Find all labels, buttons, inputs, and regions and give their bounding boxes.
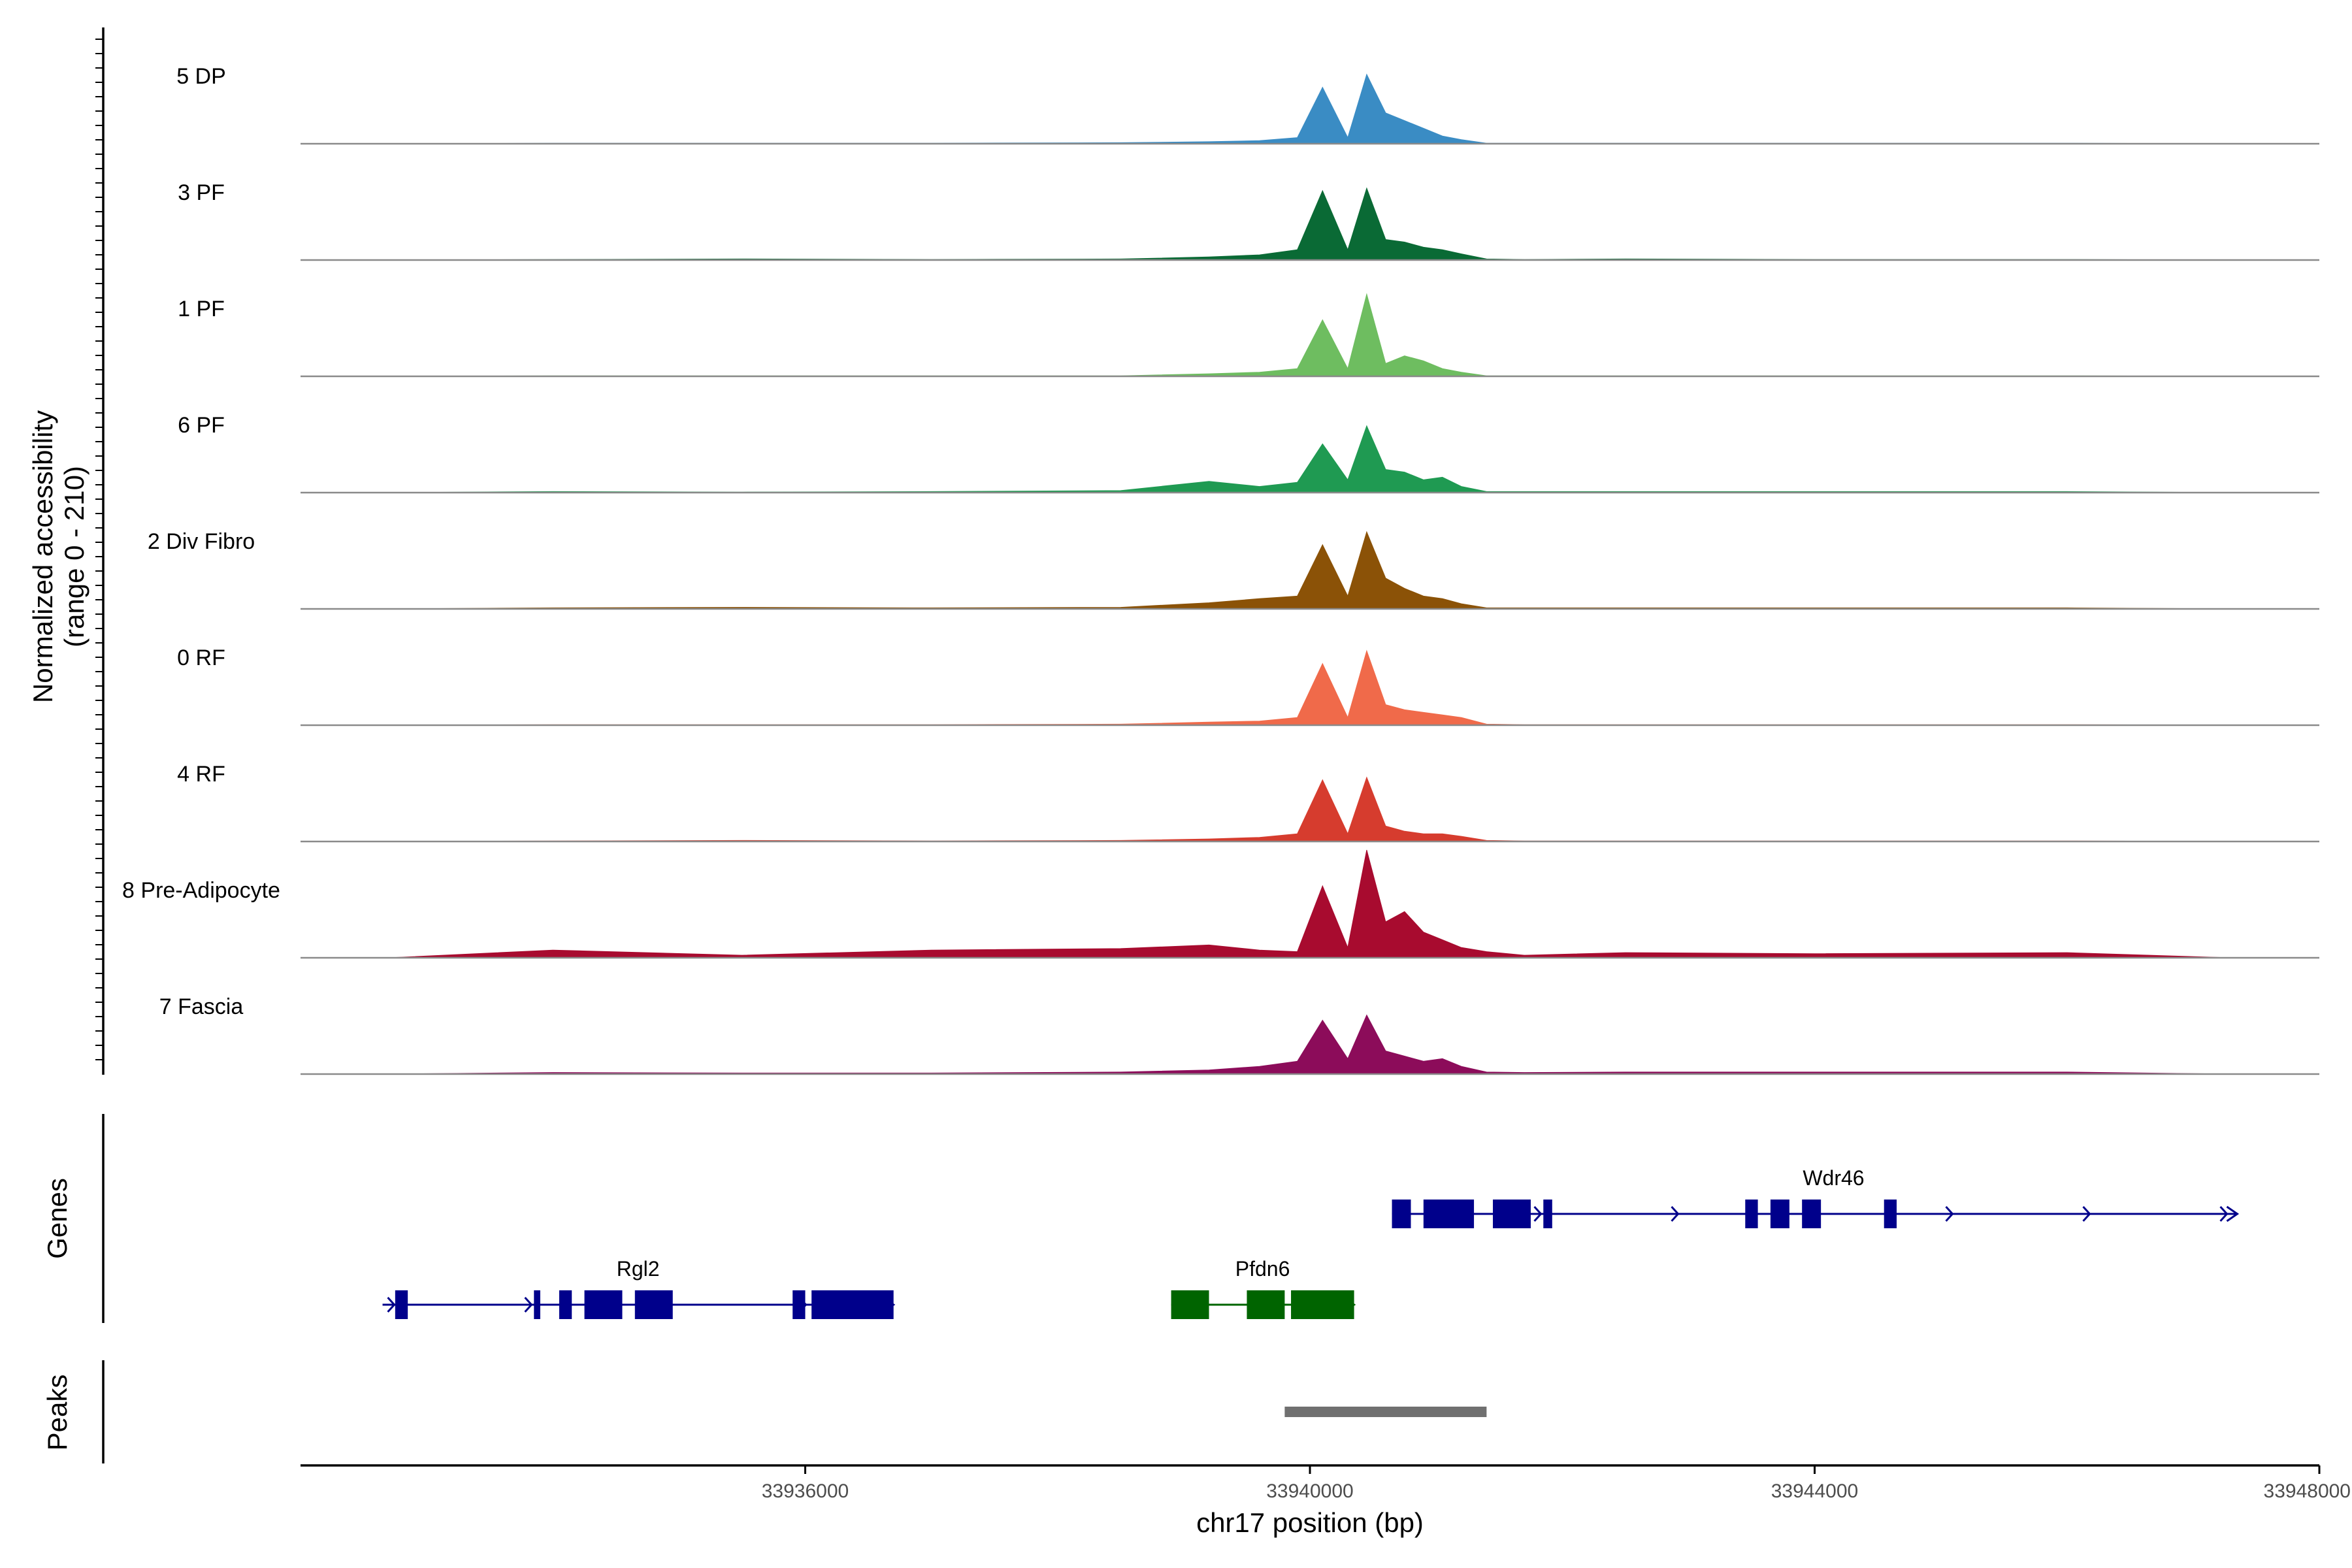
strand-arrow bbox=[1671, 1205, 1680, 1222]
exon bbox=[811, 1290, 894, 1319]
strand-arrow bbox=[2219, 1205, 2229, 1222]
exon bbox=[1770, 1200, 1789, 1228]
track-3-pf: 3 PF bbox=[178, 180, 2319, 261]
exon bbox=[584, 1290, 623, 1319]
peaks-panel-label: Peaks bbox=[42, 1375, 73, 1451]
exon bbox=[1802, 1200, 1821, 1228]
gene-rgl2: Rgl2 bbox=[382, 1257, 896, 1319]
exon bbox=[1884, 1200, 1897, 1228]
x-axis-title: chr17 position (bp) bbox=[1196, 1507, 1424, 1538]
track-label: 2 Div Fibro bbox=[148, 529, 255, 554]
gene-pfdn6: Pfdn6 bbox=[1171, 1257, 1356, 1319]
exon bbox=[792, 1290, 806, 1319]
strand-arrow bbox=[2082, 1205, 2091, 1222]
x-axis-ticks: 33936000 33940000 33944000 33948000 bbox=[762, 1465, 2351, 1502]
track-label: 7 Fascia bbox=[159, 994, 244, 1019]
gene-annotations: Wdr46 Rgl2 Pfdn6 bbox=[382, 1166, 2240, 1319]
exon bbox=[1247, 1290, 1285, 1319]
genes-panel-label: Genes bbox=[42, 1178, 73, 1259]
track-5-dp: 5 DP bbox=[176, 64, 2319, 145]
exon bbox=[1493, 1200, 1531, 1228]
strand-arrow bbox=[1533, 1205, 1543, 1222]
gene-name: Wdr46 bbox=[1803, 1166, 1864, 1190]
track-label: 3 PF bbox=[178, 180, 225, 205]
track-4-rf: 4 RF bbox=[177, 762, 2319, 843]
track-label: 5 DP bbox=[176, 64, 226, 89]
track-7-fascia: 7 Fascia bbox=[159, 994, 2319, 1075]
coverage-area bbox=[389, 849, 2231, 958]
coverage-area bbox=[389, 425, 2231, 493]
exon bbox=[1392, 1200, 1411, 1228]
exon bbox=[1171, 1290, 1209, 1319]
strand-arrow bbox=[1945, 1205, 1954, 1222]
gene-name: Rgl2 bbox=[617, 1257, 660, 1281]
track-2-div-fibro: 2 Div Fibro bbox=[148, 529, 2319, 610]
track-label: 6 PF bbox=[178, 413, 225, 438]
strand-arrow bbox=[2226, 1205, 2240, 1222]
track-0-rf: 0 RF bbox=[177, 645, 2319, 727]
exon bbox=[1745, 1200, 1758, 1228]
exon bbox=[1291, 1290, 1354, 1319]
x-tick-label: 33936000 bbox=[762, 1480, 849, 1502]
track-label: 4 RF bbox=[177, 762, 225, 787]
track-1-pf: 1 PF bbox=[178, 293, 2319, 378]
track-label: 1 PF bbox=[178, 297, 225, 321]
coverage-area bbox=[389, 1014, 2231, 1075]
exon bbox=[395, 1290, 408, 1319]
exon bbox=[1423, 1200, 1475, 1228]
track-8-pre-adipocyte: 8 Pre-Adipocyte bbox=[122, 849, 2319, 959]
track-label: 0 RF bbox=[177, 645, 225, 670]
gene-wdr46: Wdr46 bbox=[1392, 1166, 2240, 1228]
exon bbox=[534, 1290, 540, 1319]
track-6-pf: 6 PF bbox=[178, 413, 2319, 494]
x-tick-label: 33948000 bbox=[2264, 1480, 2351, 1502]
peak-bar bbox=[1284, 1407, 1487, 1417]
coverage-area bbox=[389, 531, 2231, 610]
gene-name: Pfdn6 bbox=[1235, 1257, 1290, 1281]
exon bbox=[559, 1290, 572, 1319]
y-axis-range-label: (range 0 - 210) bbox=[59, 466, 90, 647]
x-tick-label: 33944000 bbox=[1771, 1480, 1858, 1502]
coverage-y-axis-ticks bbox=[95, 39, 103, 1060]
strand-arrow bbox=[524, 1296, 533, 1313]
exon bbox=[634, 1290, 673, 1319]
coverage-tracks: 5 DP 3 PF 1 PF 6 PF 2 Div Fibro 0 RF 4 RF 8 Pre… bbox=[122, 64, 2319, 1075]
peak-regions bbox=[1284, 1407, 1487, 1417]
track-label: 8 Pre-Adipocyte bbox=[122, 878, 280, 903]
y-axis-title: Normalized accessibility bbox=[27, 410, 58, 703]
exon bbox=[1543, 1200, 1552, 1228]
strand-arrow bbox=[387, 1296, 396, 1313]
x-tick-label: 33940000 bbox=[1266, 1480, 1353, 1502]
